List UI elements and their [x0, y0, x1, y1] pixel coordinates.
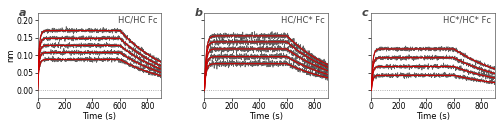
- Text: HC/HC Fc: HC/HC Fc: [118, 15, 158, 25]
- Text: HC/HC* Fc: HC/HC* Fc: [280, 15, 324, 25]
- Text: HC*/HC* Fc: HC*/HC* Fc: [444, 15, 492, 25]
- Text: a: a: [19, 8, 26, 18]
- Y-axis label: nm: nm: [6, 48, 15, 62]
- Text: c: c: [362, 8, 368, 18]
- X-axis label: Time (s): Time (s): [416, 112, 450, 121]
- X-axis label: Time (s): Time (s): [249, 112, 283, 121]
- Text: b: b: [194, 8, 202, 18]
- X-axis label: Time (s): Time (s): [82, 112, 116, 121]
